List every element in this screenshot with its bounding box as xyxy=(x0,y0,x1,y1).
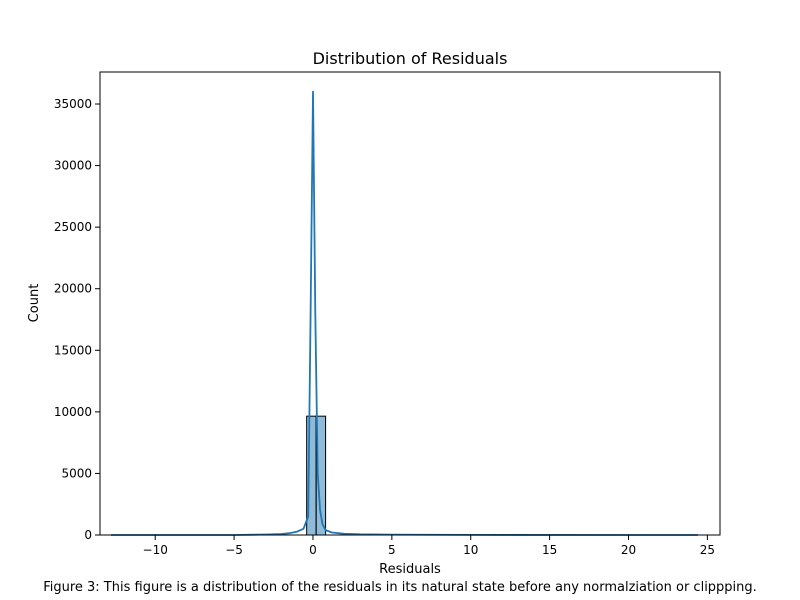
kde-curve xyxy=(111,90,698,536)
chart-title: Distribution of Residuals xyxy=(313,49,508,68)
axes-frame xyxy=(99,71,721,536)
figure-caption: Figure 3: This figure is a distribution … xyxy=(43,580,757,595)
x-tick-label: −5 xyxy=(225,543,243,557)
x-tick-label: 0 xyxy=(309,543,317,557)
y-axis-label: Count xyxy=(27,284,42,323)
plot-area: −10 −5 0 5 10 15 20 25 0 5000 10000 15000 20000 25000… xyxy=(54,71,721,557)
y-tick-label: 25000 xyxy=(54,220,92,234)
y-tick-label: 15000 xyxy=(54,343,92,357)
x-tick-label: 10 xyxy=(463,543,478,557)
residuals-histogram-chart: Distribution of Residuals −10 −5 0 5 10 15 20 2… xyxy=(27,49,721,577)
y-tick-label: 20000 xyxy=(54,282,92,296)
x-tick-label: 5 xyxy=(388,543,396,557)
x-tick-label: 15 xyxy=(542,543,557,557)
x-tick-label: −10 xyxy=(143,543,168,557)
x-axis-label: Residuals xyxy=(379,562,441,577)
y-tick-label: 5000 xyxy=(61,466,92,480)
y-tick-label: 10000 xyxy=(54,405,92,419)
x-tick-label: 25 xyxy=(700,543,715,557)
x-tick-label: 20 xyxy=(621,543,636,557)
y-tick-label: 30000 xyxy=(54,159,92,173)
y-tick-label: 0 xyxy=(84,528,92,542)
y-tick-label: 35000 xyxy=(54,97,92,111)
